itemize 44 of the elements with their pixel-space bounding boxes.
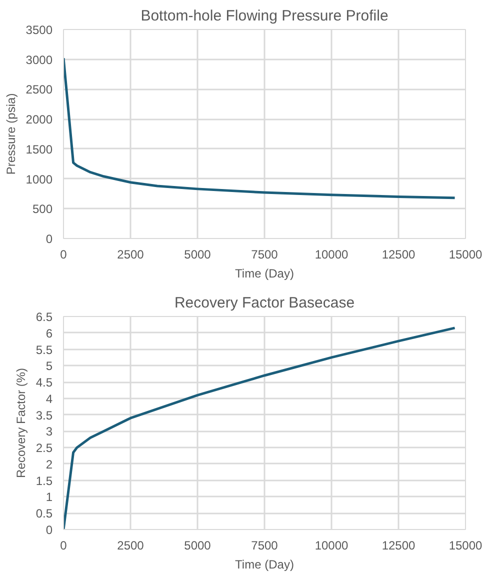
y-tick-label: 4 [46, 392, 53, 406]
y-tick-label: 3000 [26, 52, 53, 67]
y-tick-label: 2.5 [36, 441, 53, 456]
y-tick-label: 2000 [26, 112, 53, 127]
y-tick-label: 1000 [26, 172, 53, 186]
x-tick-label: 2500 [117, 538, 144, 552]
y-tick-label: 2 [46, 457, 53, 472]
chart-title: Bottom-hole Flowing Pressure Profile [140, 8, 388, 24]
x-tick-label: 2500 [117, 248, 144, 262]
x-axis-title: Time (Day) [235, 266, 294, 280]
x-axis-title: Time (Day) [235, 558, 294, 572]
y-axis-title: Pressure (psia) [4, 93, 18, 175]
x-tick-label: 5000 [184, 248, 212, 262]
y-tick-label: 500 [32, 202, 53, 216]
x-tick-label: 12500 [382, 248, 416, 262]
x-tick-label: 0 [60, 538, 68, 552]
y-tick-label: 1.5 [36, 474, 53, 488]
y-tick-label: 6.5 [36, 310, 53, 324]
x-tick-label: 7500 [251, 538, 278, 552]
x-tick-label: 10000 [314, 538, 349, 552]
y-tick-label: 4.5 [36, 376, 53, 390]
y-tick-label: 3 [46, 424, 53, 439]
line-series [64, 326, 456, 530]
y-tick-label: 3500 [26, 23, 53, 37]
x-tick-label: 0 [60, 248, 68, 262]
x-tick-label: 15000 [448, 248, 483, 262]
y-axis-title: Recovery Factor (%) [14, 368, 28, 478]
y-tick-label: 0 [46, 523, 53, 537]
y-tick-label: 5 [46, 359, 53, 374]
chart-title: Recovery Factor Basecase [174, 294, 355, 312]
y-tick-label: 3.5 [36, 408, 53, 422]
y-tick-label: 2500 [26, 82, 53, 97]
y-tick-label: 0 [46, 232, 53, 246]
x-tick-label: 12500 [382, 538, 416, 552]
x-tick-label: 5000 [184, 538, 212, 552]
x-tick-label: 15000 [448, 538, 483, 552]
y-tick-label: 6 [46, 326, 53, 340]
x-tick-label: 10000 [314, 248, 349, 262]
y-tick-label: 1 [46, 490, 53, 504]
y-tick-label: 5.5 [36, 342, 53, 357]
x-tick-label: 7500 [251, 248, 278, 262]
y-tick-label: 1500 [26, 142, 53, 156]
line-series [64, 56, 456, 200]
y-tick-label: 0.5 [36, 506, 53, 521]
